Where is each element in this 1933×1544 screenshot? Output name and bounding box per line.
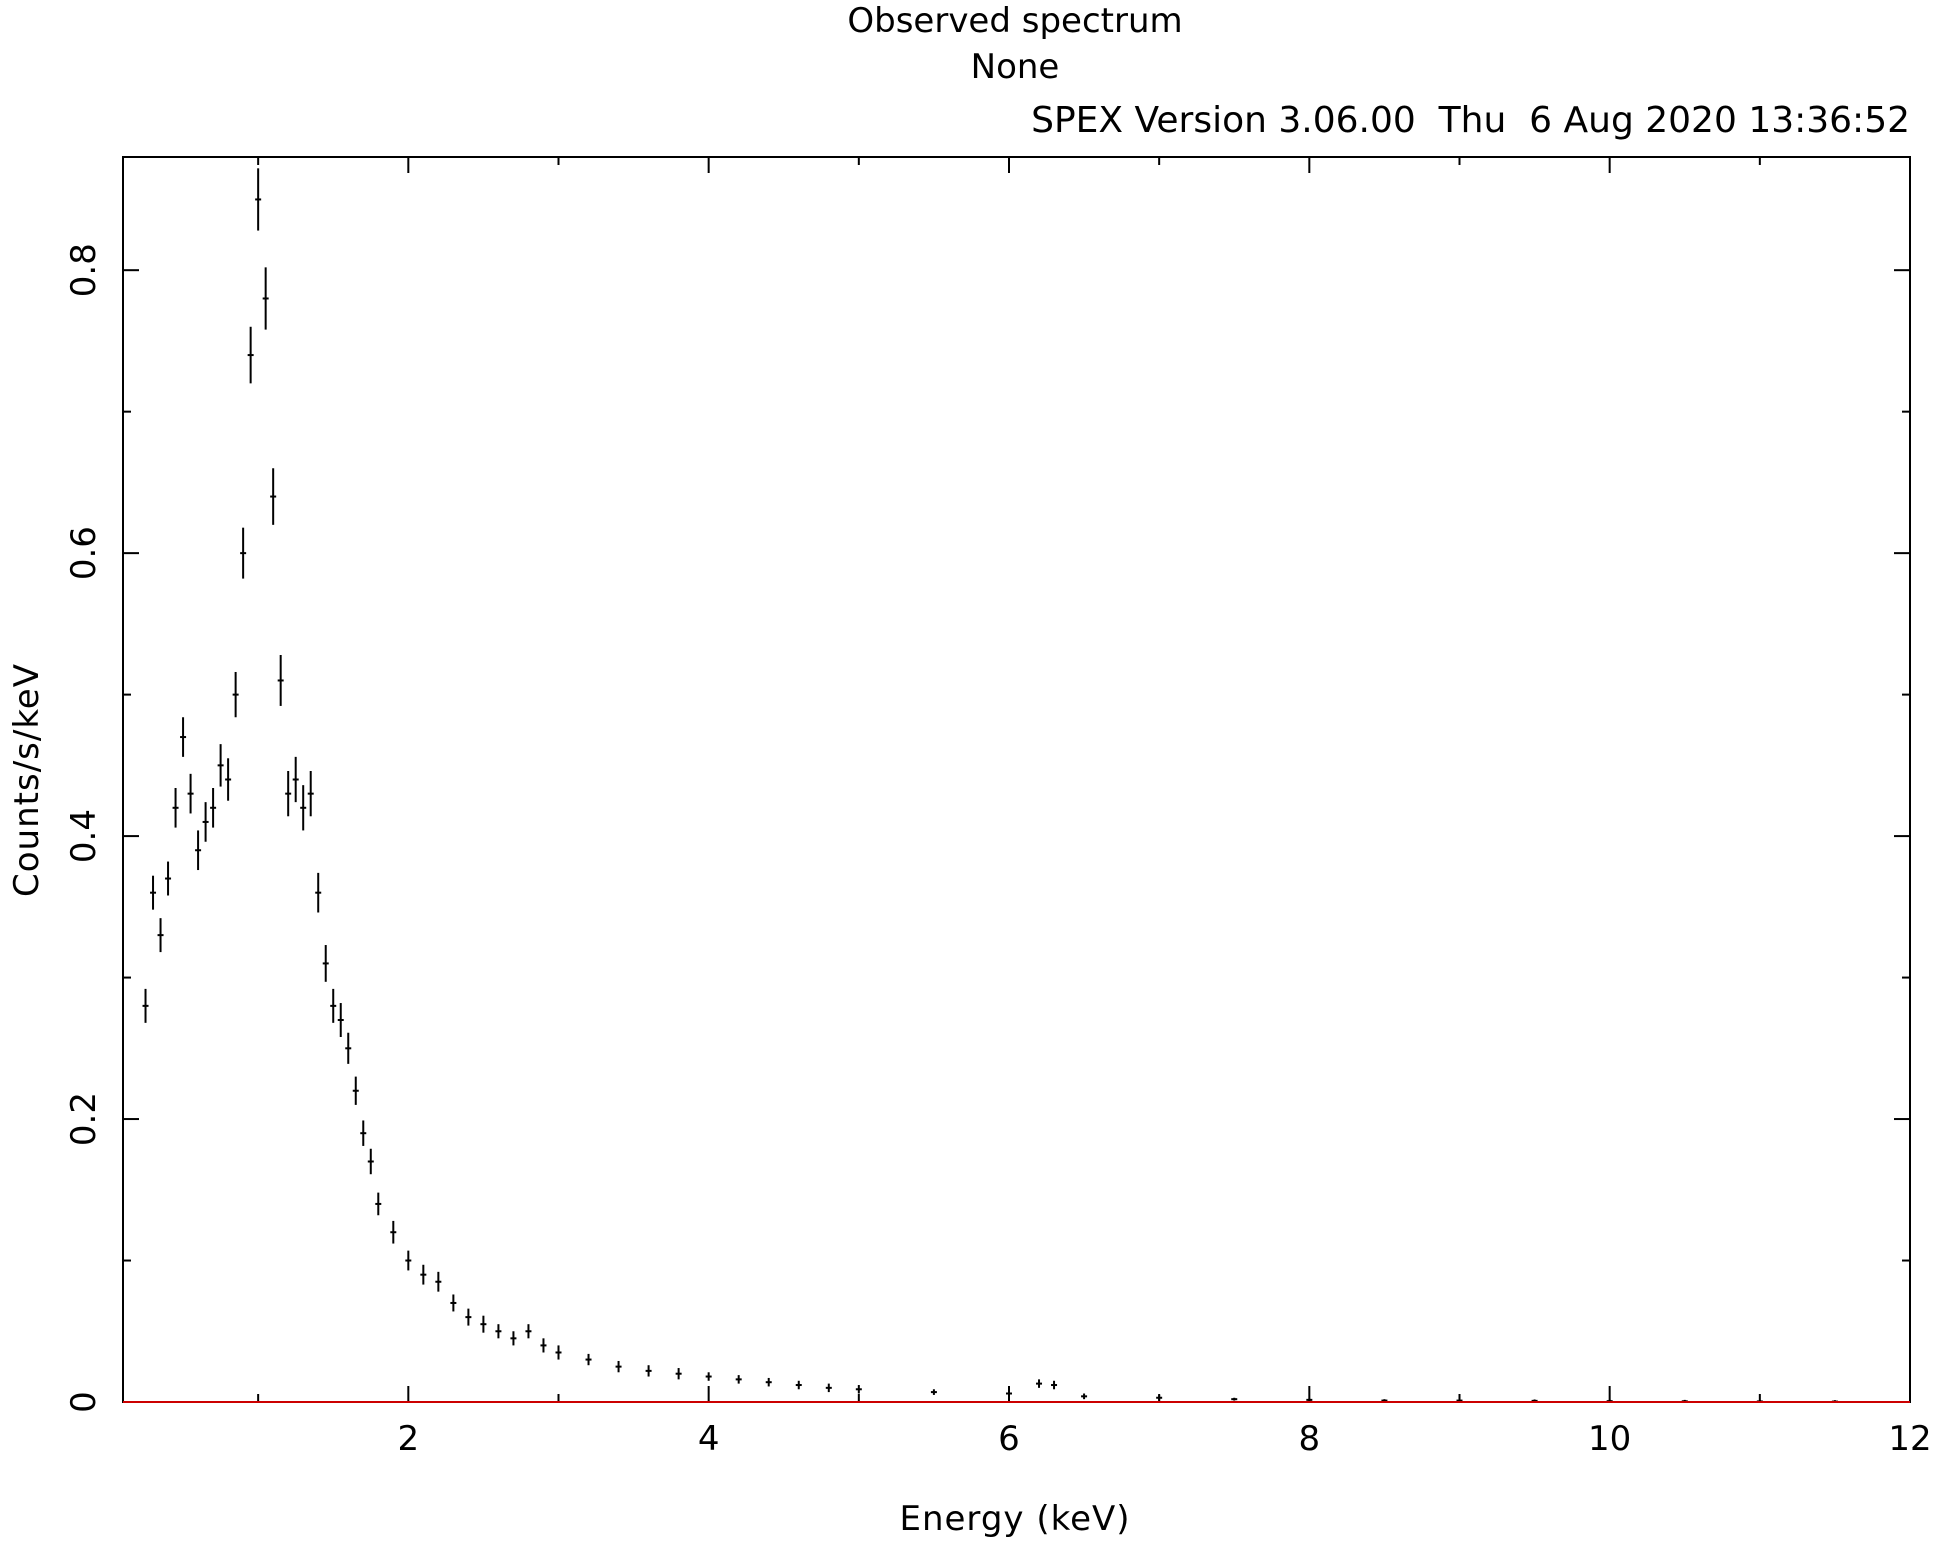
version-timestamp: SPEX Version 3.06.00 Thu 6 Aug 2020 13:3…: [1031, 100, 1910, 141]
x-tick-label: 12: [1888, 1419, 1931, 1459]
plot-frame: [122, 156, 1911, 1403]
y-tick-label: 0.4: [64, 809, 104, 863]
x-tick-label: 2: [397, 1419, 419, 1459]
x-axis-label: Energy (keV): [899, 1499, 1130, 1539]
y-tick-label: 0.8: [64, 243, 104, 297]
x-tick-label: 4: [698, 1419, 720, 1459]
x-tick-label: 10: [1588, 1419, 1631, 1459]
x-tick-label: 6: [998, 1419, 1020, 1459]
y-tick-label: 0: [64, 1391, 104, 1413]
y-tick-label: 0.6: [64, 526, 104, 580]
plot-subtitle: None: [971, 47, 1060, 87]
y-axis-label: Counts/s/keV: [7, 663, 47, 897]
plot-title: Observed spectrum: [847, 1, 1182, 41]
x-axis-ticks: 2 4 6 8 10 12: [257, 157, 1932, 1459]
y-tick-label: 0.2: [64, 1092, 104, 1146]
y-axis-ticks: 0 0.2 0.4 0.6 0.8: [64, 243, 1910, 1413]
data-points: [123, 168, 1910, 1403]
x-tick-label: 8: [1299, 1419, 1321, 1459]
